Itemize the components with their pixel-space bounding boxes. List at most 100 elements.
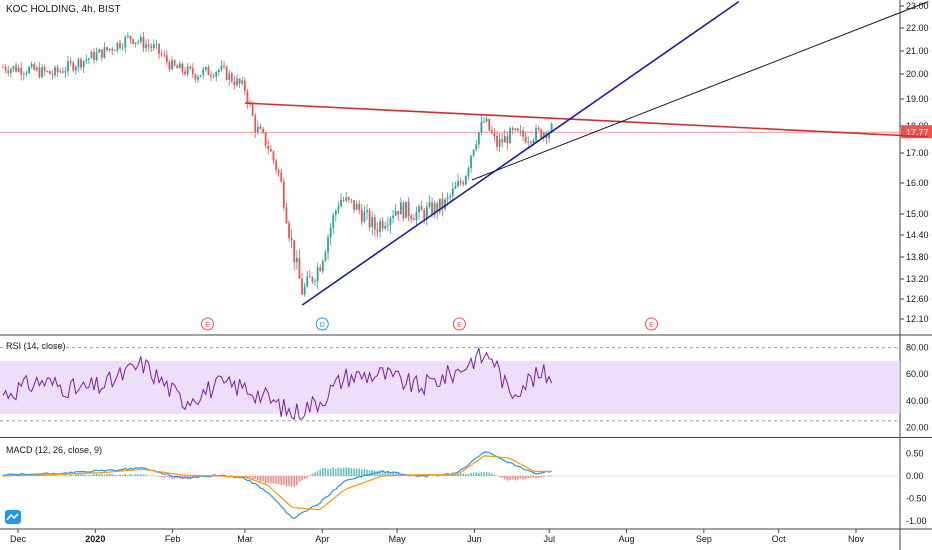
macd-histogram-bar [189, 476, 192, 480]
macd-histogram-bar [80, 474, 82, 476]
candle [394, 210, 397, 216]
macd-histogram-bar [493, 474, 496, 476]
candle [314, 281, 316, 282]
macd-histogram-bar [119, 474, 121, 476]
candle [295, 257, 298, 263]
macd-histogram-bar [67, 475, 69, 476]
candle [207, 66, 210, 76]
candle [197, 76, 199, 80]
candle [116, 42, 119, 51]
candle [355, 203, 358, 210]
macd-histogram-bar [519, 476, 522, 479]
macd-histogram-bar [54, 475, 56, 476]
candle [298, 257, 301, 279]
macd-histogram-bar [62, 475, 64, 476]
candle [470, 155, 472, 169]
candle [446, 196, 449, 200]
candle [342, 199, 345, 201]
candle [241, 80, 244, 84]
candle [93, 51, 95, 61]
candle [431, 202, 433, 215]
macd-histogram-bar [296, 476, 298, 485]
candle [399, 202, 402, 215]
candle [119, 42, 121, 48]
candle [303, 286, 306, 295]
macd-histogram-bar [537, 476, 540, 478]
candle [511, 128, 514, 131]
candle [347, 197, 350, 200]
candle [46, 71, 49, 72]
candle [353, 200, 355, 210]
macd-histogram-bar [85, 474, 88, 476]
candle [363, 212, 366, 222]
candle [301, 278, 303, 295]
candle [550, 123, 553, 133]
candle [376, 229, 379, 232]
macd-histogram-bar [548, 476, 550, 477]
macd-histogram-bar [550, 475, 553, 476]
price-tick-label: 12.60 [906, 294, 929, 304]
candle [459, 180, 462, 183]
macd-histogram-bar [249, 476, 251, 478]
macd-histogram-bar [337, 467, 340, 476]
time-tick-label: Sep [696, 534, 712, 544]
candle [48, 71, 51, 75]
macd-histogram-bar [140, 474, 142, 476]
macd-histogram-bar [358, 468, 361, 476]
macd-histogram-bar [524, 476, 527, 480]
candle [454, 186, 457, 189]
macd-histogram-bar [10, 474, 12, 476]
candle [477, 132, 480, 145]
current-price-badge [901, 125, 932, 139]
macd-histogram-bar [392, 472, 394, 476]
chart-title: KOC HOLDING, 4h, BIST [6, 4, 120, 15]
candle [267, 146, 270, 150]
rsi-line [2, 346, 553, 421]
macd-histogram-bar [329, 468, 332, 476]
candle [535, 127, 537, 141]
candle [288, 222, 290, 238]
macd-histogram-bar [82, 474, 85, 476]
time-tick-label: Apr [315, 534, 329, 544]
macd-histogram-bar [160, 476, 163, 478]
candle [498, 139, 501, 147]
macd-histogram-bar [298, 476, 301, 483]
candle [186, 66, 189, 75]
macd-histogram-bar [257, 476, 259, 480]
macd-histogram-bar [324, 468, 327, 476]
candle [25, 73, 28, 74]
macd-histogram-bar [163, 476, 166, 478]
candle [524, 136, 527, 143]
rsi-label: RSI (14, close) [6, 341, 66, 351]
candle [514, 128, 517, 131]
candle [121, 47, 124, 49]
support-trendline [301, 0, 740, 306]
macd-histogram-bar [368, 470, 371, 476]
macd-histogram-bar [127, 475, 129, 476]
macd-histogram-bar [389, 473, 392, 476]
macd-histogram-bar [259, 476, 262, 482]
macd-histogram-bar [420, 476, 423, 477]
macd-histogram-bar [514, 476, 517, 481]
macd-histogram-bar [186, 476, 189, 479]
event-marker-label: E [205, 322, 210, 329]
candle [467, 168, 470, 177]
macd-histogram-bar [418, 476, 420, 478]
price-tick-label: 15.00 [906, 209, 929, 219]
macd-histogram-bar [272, 476, 275, 484]
candle [282, 181, 285, 208]
candle [316, 267, 319, 282]
candle [17, 67, 20, 72]
macd-histogram-bar [134, 473, 137, 476]
candle [329, 227, 332, 238]
candle [397, 210, 400, 215]
candle [28, 67, 30, 74]
candle [319, 267, 322, 272]
price-tick-label: 16.00 [906, 178, 929, 188]
candle [202, 69, 205, 76]
candle [368, 210, 371, 228]
macd-histogram-bar [355, 468, 358, 476]
candle [69, 61, 72, 63]
macd-histogram-bar [478, 472, 480, 476]
